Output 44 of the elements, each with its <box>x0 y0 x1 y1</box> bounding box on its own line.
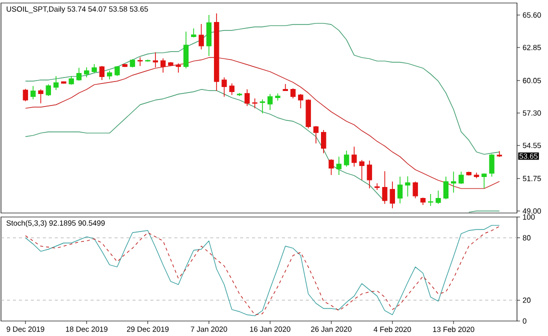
candlestick <box>374 182 380 190</box>
candlestick <box>313 126 319 144</box>
candlestick <box>390 181 395 209</box>
candlestick <box>458 171 464 184</box>
candlestick <box>366 160 372 189</box>
candlestick <box>298 94 304 109</box>
candlestick <box>290 88 296 99</box>
candlestick <box>46 84 51 96</box>
candlestick <box>22 88 28 102</box>
candlestick <box>482 172 487 189</box>
candlestick <box>282 84 288 92</box>
candlestick <box>176 62 181 74</box>
candlestick <box>76 67 82 82</box>
candlestick <box>191 28 196 38</box>
candlestick <box>30 86 36 100</box>
candlestick <box>336 156 342 176</box>
candlestick <box>359 160 364 180</box>
candlestick <box>443 176 449 200</box>
candlestick <box>344 150 350 168</box>
candlestick <box>160 58 166 74</box>
candlestick <box>436 190 441 204</box>
candlestick <box>38 88 44 104</box>
candlestick <box>114 66 120 76</box>
candlestick <box>99 66 104 80</box>
candlestick <box>321 130 326 154</box>
candlestick <box>382 170 388 204</box>
candlestick <box>84 66 90 78</box>
candlestick <box>328 158 334 176</box>
candlestick <box>183 31 189 69</box>
candlestick <box>405 176 410 197</box>
candlestick <box>229 82 234 96</box>
candlestick <box>53 76 59 90</box>
candlestick <box>206 14 212 56</box>
candlestick <box>260 98 266 114</box>
candlestick <box>222 76 227 98</box>
candlestick <box>152 52 158 68</box>
candlestick <box>198 24 204 50</box>
candlestick <box>412 181 418 199</box>
candlestick <box>352 146 357 168</box>
candlestick <box>138 56 143 66</box>
candlestick <box>489 154 494 178</box>
candlestick <box>267 94 273 110</box>
candlestick <box>244 88 250 106</box>
candlestick <box>397 176 403 204</box>
